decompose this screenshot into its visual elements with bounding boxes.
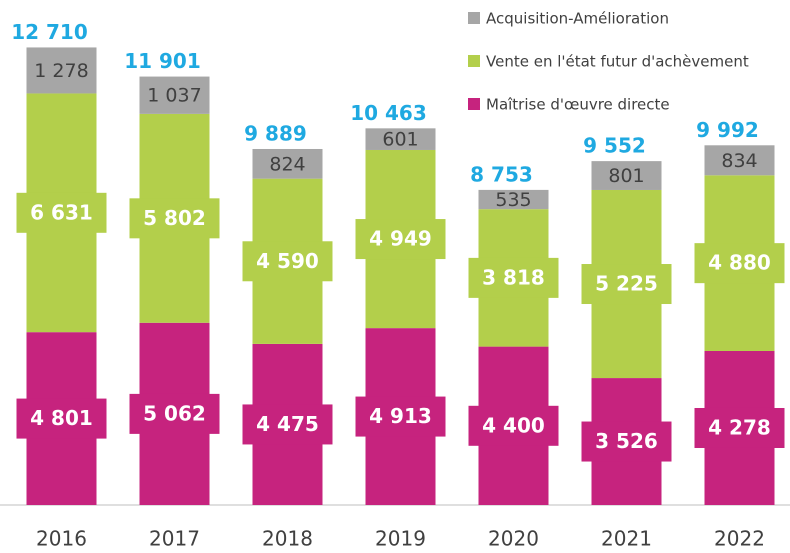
- legend-swatch: [468, 98, 480, 110]
- value-label: 4 590: [256, 249, 319, 273]
- x-tick-label: 2018: [262, 527, 313, 551]
- value-label: 834: [721, 150, 757, 172]
- value-label: 5 225: [595, 272, 658, 296]
- value-label: 4 880: [708, 251, 771, 275]
- label-box: [16, 398, 107, 439]
- value-label: 3 526: [595, 429, 658, 453]
- value-label: 6 631: [30, 200, 93, 224]
- bar-segment: [365, 128, 436, 150]
- value-label: 4 949: [369, 227, 432, 251]
- x-tick-label: 2017: [149, 527, 200, 551]
- value-label: 4 400: [482, 413, 545, 437]
- value-label: 4 913: [369, 404, 432, 428]
- bar-segment: [704, 145, 775, 176]
- x-tick-label: 2021: [601, 527, 652, 551]
- total-label: 12 710: [11, 20, 88, 44]
- value-label: 4 278: [708, 415, 771, 439]
- value-label: 3 818: [482, 265, 545, 289]
- legend-label: Acquisition-Amélioration: [486, 10, 669, 28]
- value-label: 535: [495, 189, 531, 211]
- value-label: 601: [382, 129, 418, 151]
- total-label: 9 992: [696, 118, 759, 142]
- label-box: [242, 404, 333, 445]
- total-label: 11 901: [124, 49, 201, 73]
- total-label: 9 889: [244, 121, 307, 145]
- bar-segment: [478, 189, 549, 210]
- value-label: 5 062: [143, 401, 206, 425]
- label-box: [129, 198, 220, 239]
- bar-segment: [139, 76, 210, 114]
- value-label: 4 801: [30, 406, 93, 430]
- x-tick-label: 2016: [36, 527, 87, 551]
- value-label: 824: [269, 153, 305, 175]
- label-box: [694, 407, 785, 448]
- bar-segment: [252, 148, 323, 179]
- legend-label: Vente en l'état futur d'achèvement: [486, 53, 749, 71]
- value-label: 1 278: [34, 60, 88, 82]
- legend-label: Maîtrise d'œuvre directe: [486, 96, 670, 114]
- total-label: 9 552: [583, 134, 646, 158]
- x-tick-label: 2020: [488, 527, 539, 551]
- label-box: [355, 396, 446, 437]
- label-box: [581, 264, 672, 305]
- value-label: 4 475: [256, 412, 319, 436]
- label-box: [468, 257, 559, 298]
- total-label: 10 463: [350, 101, 427, 125]
- label-box: [694, 243, 785, 284]
- legend-swatch: [468, 12, 480, 24]
- label-box: [129, 393, 220, 434]
- x-tick-label: 2019: [375, 527, 426, 551]
- label-box: [468, 405, 559, 446]
- value-label: 1 037: [147, 85, 201, 107]
- label-box: [581, 421, 672, 462]
- bar-segment: [591, 161, 662, 190]
- legend-swatch: [468, 55, 480, 67]
- x-tick-label: 2022: [714, 527, 765, 551]
- label-box: [242, 241, 333, 282]
- value-label: 801: [608, 165, 644, 187]
- label-box: [16, 192, 107, 233]
- bar-segment: [26, 47, 97, 94]
- value-label: 5 802: [143, 206, 206, 230]
- total-label: 8 753: [470, 162, 533, 186]
- label-box: [355, 219, 446, 260]
